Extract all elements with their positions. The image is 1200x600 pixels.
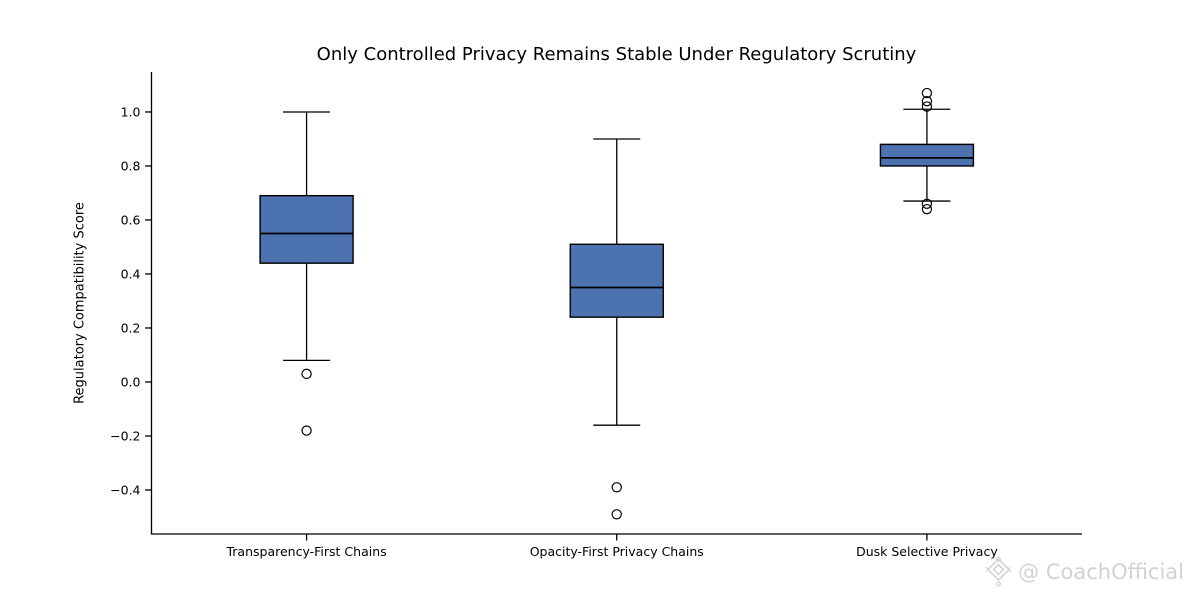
y-tick-label: 0.4 — [121, 266, 141, 281]
watermark-text: @ CoachOfficial — [1018, 560, 1184, 584]
outlier-point — [611, 509, 622, 520]
outlier-point — [921, 95, 933, 107]
gem-logo-icon — [985, 556, 1012, 587]
y-tick-label: −0.2 — [110, 428, 140, 443]
outlier-point — [921, 203, 933, 215]
x-tick-label: Opacity-First Privacy Chains — [530, 544, 704, 559]
y-tick-label: 1.0 — [121, 104, 141, 119]
watermark: @ CoachOfficial — [985, 556, 1184, 588]
y-tick-label: 0.8 — [121, 158, 141, 173]
outlier-point — [301, 368, 312, 380]
y-tick-label: 0.6 — [121, 212, 141, 227]
y-tick-label: 0.0 — [121, 374, 141, 389]
outlier-point — [921, 87, 933, 99]
outlier-point — [921, 101, 933, 112]
y-tick-label: 0.2 — [121, 320, 141, 335]
outlier-point — [301, 425, 312, 436]
outlier-point — [611, 482, 622, 493]
x-tick-label: Transparency-First Chains — [225, 544, 386, 559]
chart-title: Only Controlled Privacy Remains Stable U… — [316, 44, 917, 65]
outlier-point — [921, 198, 933, 209]
x-tick-label: Dusk Selective Privacy — [856, 544, 998, 559]
y-tick-label: −0.4 — [110, 482, 140, 497]
box-3 — [879, 143, 975, 167]
box-1 — [259, 194, 354, 264]
box-2 — [569, 243, 664, 318]
